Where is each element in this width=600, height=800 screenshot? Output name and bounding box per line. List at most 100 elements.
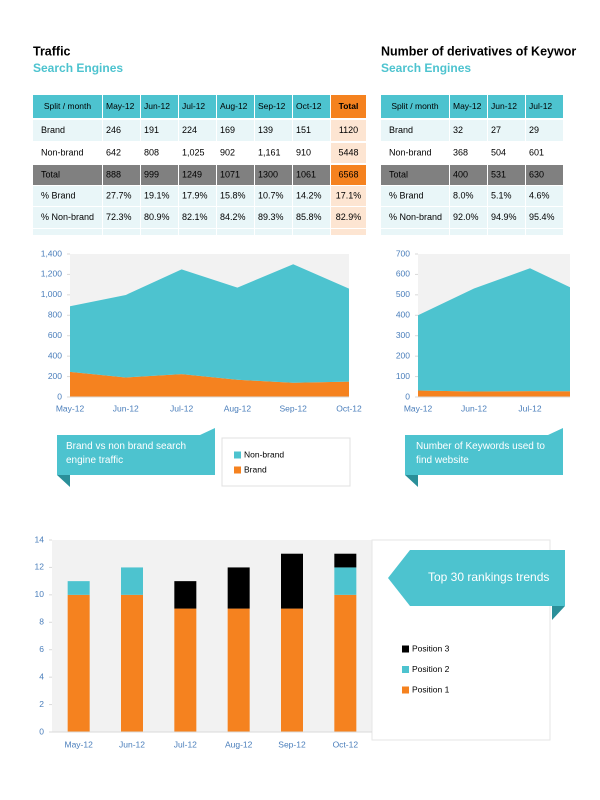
x-tick-label: Sep-12: [278, 739, 306, 749]
title: Traffic: [33, 44, 71, 58]
legend-box: [221, 437, 351, 487]
y-tick-label: 6: [39, 644, 44, 654]
bar-segment: [281, 553, 303, 609]
callout: [57, 428, 215, 475]
table-cell: [381, 186, 449, 206]
subtitle: Search Engines: [33, 61, 123, 75]
table-cell: [179, 120, 216, 141]
legend-label: Position 2: [412, 664, 450, 674]
callout: [388, 550, 565, 606]
table-cell: [141, 207, 178, 228]
table-cell: [255, 165, 292, 185]
plot: [70, 264, 349, 397]
table-cell: [381, 165, 449, 185]
legend-label: Non-brand: [244, 449, 284, 459]
cell-text: % Non-brand: [389, 212, 442, 222]
cell-text: Non-brand: [41, 147, 84, 157]
table-cell: [450, 120, 487, 141]
table-cell: [179, 143, 216, 163]
annotation: Brand vs non brand search engine traffic: [66, 441, 186, 466]
y-tick-label: 0: [57, 391, 62, 401]
table-cell: [255, 143, 292, 163]
table-cell: [450, 143, 487, 163]
cell-text: 95.4%: [529, 212, 555, 222]
callout: [405, 428, 563, 475]
table-cell: [488, 186, 525, 206]
bar-segment: [227, 608, 250, 732]
area: [418, 268, 570, 392]
table-cell: [141, 186, 178, 206]
cell-text: 902: [220, 147, 235, 157]
annotation-line: engine traffic: [66, 455, 123, 466]
table-cell: [526, 229, 563, 235]
table-cell: [141, 120, 178, 141]
cell-text: 72.3%: [106, 212, 132, 222]
table-cell: [33, 186, 102, 206]
table-cell: [331, 165, 366, 185]
column-header: Split / month: [44, 101, 92, 111]
cell-text: 92.0%: [453, 212, 479, 222]
table-cell: [255, 186, 292, 206]
cell-text: 89.3%: [258, 212, 284, 222]
x-tick-label: Aug-12: [224, 403, 252, 413]
header-cell: [217, 95, 254, 118]
y-tick-label: 2: [39, 699, 44, 709]
table-cell: [526, 120, 563, 141]
table-cell: [526, 143, 563, 163]
cell-text: 630: [529, 169, 544, 179]
cell-text: 27: [491, 125, 501, 135]
table-cell: [255, 207, 292, 228]
table-cell: [179, 186, 216, 206]
y-tick-label: 200: [396, 350, 410, 360]
table-cell: [488, 165, 525, 185]
table-cell: [331, 143, 366, 163]
annotation-line: Number of Keywords used to: [416, 441, 545, 452]
callout-fold: [405, 475, 418, 487]
table-cell: [33, 207, 102, 228]
cell-text: 151: [296, 125, 311, 135]
table-cell: [103, 120, 140, 141]
bar-segment: [67, 581, 90, 595]
table-cell: [293, 165, 330, 185]
legend-label: Position 1: [412, 684, 450, 694]
table-cell: [141, 165, 178, 185]
cell-text: 888: [106, 169, 121, 179]
cell-text: 85.8%: [296, 212, 322, 222]
header-cell: [141, 95, 178, 118]
bar-segment: [174, 581, 197, 609]
x-tick-label: Jun-12: [119, 739, 145, 749]
cell-text: 169: [220, 125, 235, 135]
cell-text: 82.9%: [336, 212, 362, 222]
column-header: Jun-12: [144, 101, 170, 111]
cell-text: 642: [106, 147, 121, 157]
annotation-line: find website: [416, 455, 469, 466]
y-tick-label: 1,200: [41, 269, 63, 279]
cell-text: Non-brand: [389, 147, 432, 157]
table-cell: [217, 207, 254, 228]
table-cell: [179, 207, 216, 228]
column-header: Jul-12: [182, 101, 205, 111]
y-tick-label: 0: [39, 726, 44, 736]
table-cell: [217, 143, 254, 163]
y-tick-label: 4: [39, 671, 44, 681]
y-tick-label: 1,400: [41, 248, 63, 258]
header-cell: [179, 95, 216, 118]
bar-segment: [121, 567, 143, 595]
plot: [418, 268, 570, 397]
cell-text: % Non-brand: [41, 212, 94, 222]
cell-text: Total: [41, 169, 60, 179]
legend-swatch: [234, 451, 241, 459]
cell-text: 15.8%: [220, 190, 246, 200]
bar-segment: [121, 594, 143, 732]
column-header: Jun-12: [491, 101, 517, 111]
cell-text: % Brand: [41, 190, 76, 200]
cell-text: Brand: [389, 125, 413, 135]
x-tick-label: Jun-12: [461, 403, 487, 413]
y-tick-label: 800: [48, 310, 62, 320]
cell-text: 531: [491, 169, 506, 179]
cell-text: 82.1%: [182, 212, 208, 222]
callout-fold: [552, 606, 565, 620]
x-tick-label: May-12: [56, 403, 85, 413]
cell-text: 84.2%: [220, 212, 246, 222]
table-cell: [103, 229, 140, 235]
